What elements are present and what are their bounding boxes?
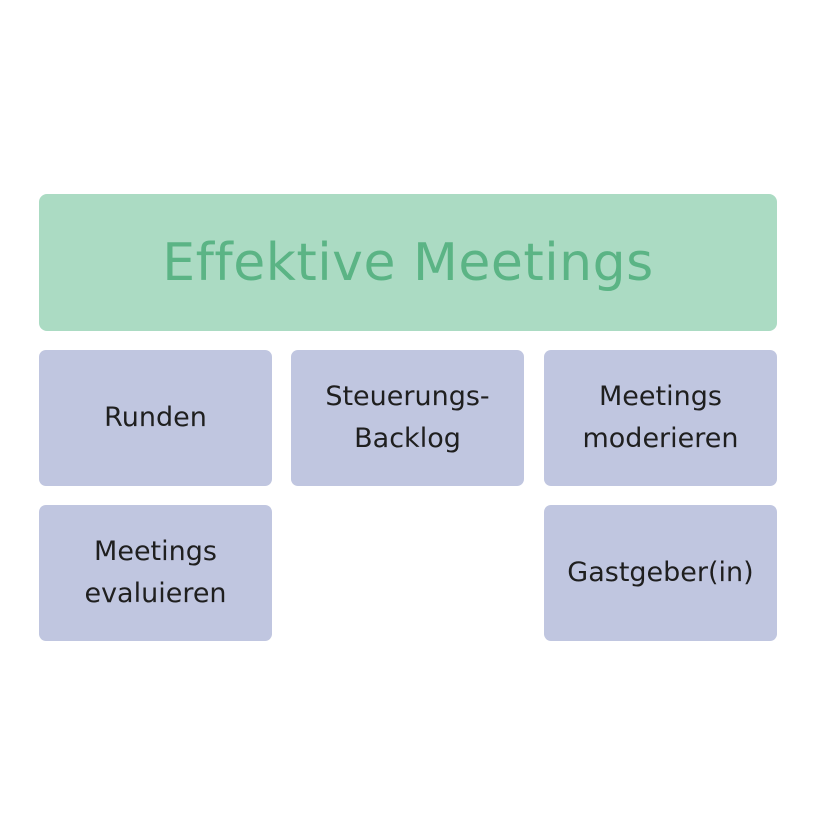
tile-label: Meetings evaluieren xyxy=(84,536,227,609)
header-banner: Effektive Meetings xyxy=(39,194,777,331)
tile-label: Steuerungs- Backlog xyxy=(325,381,490,454)
tile-meetings-evaluieren: Meetings evaluieren xyxy=(39,505,272,641)
tile-label: Runden xyxy=(104,402,207,433)
diagram-title: Effektive Meetings xyxy=(162,232,654,293)
tile-runden: Runden xyxy=(39,350,272,486)
tile-label: Gastgeber(in) xyxy=(567,557,754,588)
tile-gastgeber: Gastgeber(in) xyxy=(544,505,777,641)
tile-label: Meetings moderieren xyxy=(582,381,739,454)
tile-meetings-moderieren: Meetings moderieren xyxy=(544,350,777,486)
tile-steuerungs-backlog: Steuerungs- Backlog xyxy=(291,350,524,486)
